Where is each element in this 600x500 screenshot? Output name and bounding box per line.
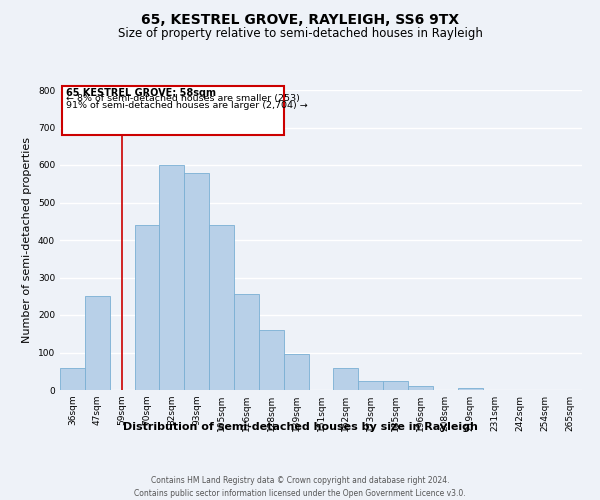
Bar	[234, 294, 259, 390]
Bar	[334, 368, 358, 390]
Text: Contains HM Land Registry data © Crown copyright and database right 2024.: Contains HM Land Registry data © Crown c…	[151, 476, 449, 485]
Text: Distribution of semi-detached houses by size in Rayleigh: Distribution of semi-detached houses by …	[122, 422, 478, 432]
Bar	[408, 386, 433, 390]
Text: 91% of semi-detached houses are larger (2,704) →: 91% of semi-detached houses are larger (…	[66, 100, 308, 110]
Bar	[85, 296, 110, 390]
Bar	[458, 388, 482, 390]
Bar	[284, 354, 308, 390]
Bar	[160, 165, 184, 390]
Bar	[60, 368, 85, 390]
Bar	[209, 225, 234, 390]
Bar	[134, 225, 160, 390]
Bar	[383, 380, 408, 390]
FancyBboxPatch shape	[62, 86, 284, 135]
Text: 65, KESTREL GROVE, RAYLEIGH, SS6 9TX: 65, KESTREL GROVE, RAYLEIGH, SS6 9TX	[141, 12, 459, 26]
Bar	[358, 380, 383, 390]
Y-axis label: Number of semi-detached properties: Number of semi-detached properties	[22, 137, 32, 343]
Text: Size of property relative to semi-detached houses in Rayleigh: Size of property relative to semi-detach…	[118, 28, 482, 40]
Bar	[259, 330, 284, 390]
Text: ← 8% of semi-detached houses are smaller (253): ← 8% of semi-detached houses are smaller…	[66, 94, 300, 104]
Text: Contains public sector information licensed under the Open Government Licence v3: Contains public sector information licen…	[134, 489, 466, 498]
Text: 65 KESTREL GROVE: 58sqm: 65 KESTREL GROVE: 58sqm	[66, 88, 216, 98]
Bar	[184, 172, 209, 390]
